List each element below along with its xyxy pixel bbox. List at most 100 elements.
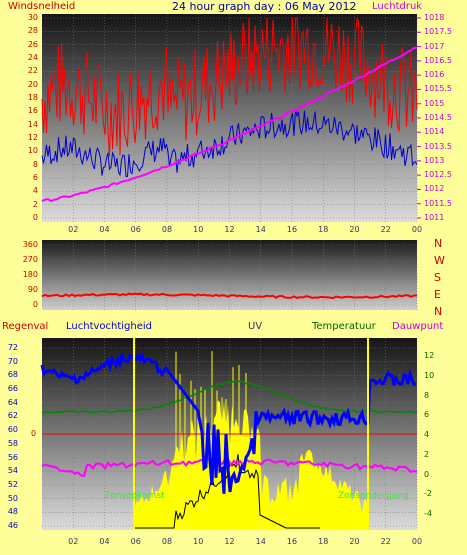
x-axis-top-tick: 16: [286, 225, 298, 234]
humidity-label: Luchtvochtigheid: [66, 321, 153, 332]
wind-direction-tick: 270: [22, 255, 38, 264]
wind-speed-tick: 20: [27, 79, 38, 89]
x-axis-top-tick: 02: [68, 225, 79, 234]
temperature-tick: 2: [424, 449, 430, 459]
x-axis-bottom-tick: 08: [161, 537, 173, 546]
humidity-tick: 66: [7, 384, 18, 394]
compass-s: S: [434, 271, 441, 284]
temperature-tick: 0: [424, 469, 430, 479]
wind-direction-series: [41, 292, 417, 300]
humidity-tick: 46: [7, 521, 18, 530]
x-axis-top-tick: 20: [349, 225, 360, 234]
pressure-tick: 1017: [424, 41, 445, 51]
pressure-tick: 1014: [424, 127, 445, 137]
humidity-tick: 68: [7, 370, 18, 380]
pressure-tick: 1015.5: [424, 84, 452, 94]
pressure-tick: 1014.5: [424, 113, 452, 122]
x-axis-top-tick: 04: [99, 225, 110, 234]
dewpoint-label: Dauwpunt: [392, 321, 444, 332]
x-axis-top-tick: 10: [193, 225, 204, 234]
x-axis-bottom-tick: 02: [68, 537, 79, 546]
temperature-tick: 6: [424, 410, 430, 420]
wind-direction-tick: 0: [32, 300, 38, 309]
humidity-tick: 50: [7, 493, 18, 503]
wind-speed-tick: 22: [27, 66, 38, 76]
wind-speed-label: Windsnelheid: [8, 1, 76, 12]
humidity-tick: 70: [7, 356, 18, 366]
temperature-tick: 12: [424, 351, 435, 360]
pressure-tick: 1015: [424, 98, 445, 108]
wind-speed-tick: 0: [32, 213, 38, 222]
wind-speed-tick: 30: [27, 13, 38, 22]
x-axis-top-tick: 08: [161, 225, 173, 234]
rain-label: Regenval: [2, 321, 49, 332]
wind-direction-tick: 360: [22, 240, 38, 249]
x-axis-bottom-tick: 04: [99, 537, 110, 546]
uv-label: UV: [248, 321, 263, 332]
temperature-label: Temperatuur: [312, 321, 376, 332]
wind-direction-tick: 90: [27, 285, 38, 294]
x-axis-bottom-tick: 18: [318, 537, 329, 546]
pressure-label: Luchtdruk: [372, 1, 423, 12]
x-axis-bottom-tick: 16: [286, 537, 298, 546]
rain-zero-value: 0: [31, 429, 37, 438]
wind-speed-tick: 10: [27, 146, 38, 156]
wind-speed-tick: 26: [27, 39, 38, 49]
pressure-tick: 1013: [424, 155, 445, 165]
sunrise-label: Zonsopkomst: [104, 491, 165, 501]
wind-direction-tick: 180: [22, 270, 38, 279]
temperature-tick: 10: [424, 370, 435, 380]
compass-w: W: [434, 254, 445, 267]
x-axis-bottom-tick: 14: [255, 537, 266, 546]
temperature-tick: 8: [424, 390, 430, 400]
x-axis-bottom-tick: 06: [130, 537, 141, 546]
humidity-tick: 62: [7, 411, 18, 421]
x-axis-top-tick: 06: [130, 225, 141, 234]
pressure-tick: 1017.5: [424, 27, 452, 37]
x-axis-bottom-tick: 22: [380, 537, 391, 546]
uv-area-series: [134, 400, 368, 530]
humidity-tick: 48: [7, 507, 18, 517]
pressure-tick: 1016.5: [424, 55, 452, 65]
humidity-tick: 54: [7, 466, 18, 476]
wind-speed-tick: 16: [27, 106, 38, 116]
humidity-tick: 72: [7, 343, 18, 352]
wind-speed-tick: 8: [32, 159, 38, 169]
x-axis-top-tick: 18: [318, 225, 329, 234]
pressure-tick: 1018: [424, 13, 445, 22]
graph-title: 24 hour graph day : 06 May 2012: [172, 0, 357, 13]
humidity-tick: 56: [7, 452, 18, 462]
wind-gust-series: [41, 17, 418, 157]
pressure-tick: 1012.5: [424, 170, 452, 180]
wind-speed-tick: 14: [27, 119, 38, 129]
wind-speed-tick: 12: [27, 133, 38, 142]
x-axis-bottom-tick: 00: [411, 537, 423, 546]
x-axis-top-tick: 14: [255, 225, 266, 234]
x-axis-bottom-tick: 12: [224, 537, 235, 546]
pressure-tick: 1011: [424, 213, 445, 222]
humidity-tick: 58: [7, 438, 18, 448]
wind-speed-tick: 4: [32, 186, 38, 196]
x-axis-top-tick: 00: [411, 225, 423, 234]
compass-n: N: [434, 305, 443, 318]
pressure-series: [41, 46, 418, 203]
wind-speed-tick: 6: [32, 173, 38, 182]
x-axis-top-tick: 22: [380, 225, 391, 234]
pressure-axis-ticks: [417, 17, 421, 219]
x-axis-bottom-tick: 20: [349, 537, 360, 546]
temperature-tick: -2: [424, 489, 432, 499]
compass-e: E: [434, 288, 441, 301]
wind-average-series: [41, 109, 418, 178]
pressure-tick: 1012: [424, 184, 445, 194]
wind-speed-tick: 28: [27, 26, 38, 36]
humidity-tick: 52: [7, 479, 18, 489]
wind-speed-tick: 24: [27, 53, 38, 62]
uv-index-series: [134, 454, 320, 529]
dewpoint-series: [41, 457, 418, 478]
humidity-tick: 60: [7, 425, 18, 435]
x-axis-top-tick: 12: [224, 225, 235, 234]
x-axis-bottom-tick: 10: [193, 537, 204, 546]
grid-panel2: [42, 240, 418, 310]
temperature-series: [41, 380, 418, 414]
